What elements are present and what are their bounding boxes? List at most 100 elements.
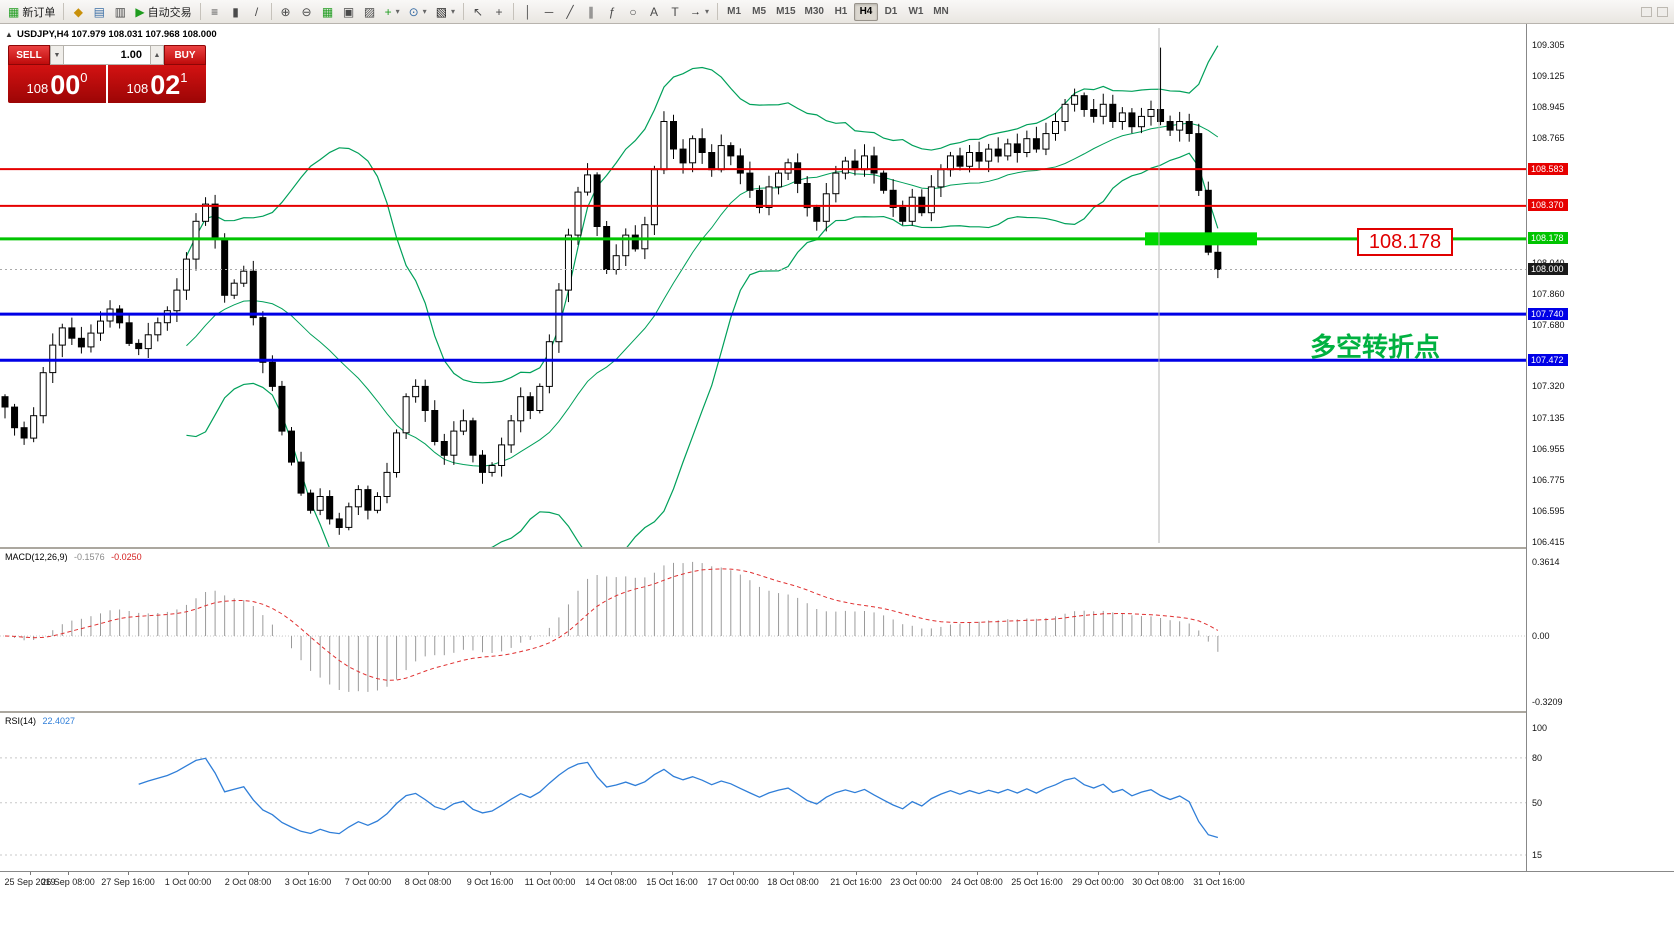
label-tool-icon[interactable]: T: [671, 4, 679, 19]
timeframe-mn[interactable]: MN: [933, 6, 949, 17]
timeframe-m1[interactable]: M1: [727, 6, 742, 17]
market-watch-icon[interactable]: ◆: [73, 4, 83, 19]
candle-body: [650, 169, 658, 226]
crosshair-icon[interactable]: +: [495, 4, 503, 19]
candle-body: [316, 496, 324, 511]
candle-body: [717, 145, 725, 171]
candle-body: [307, 492, 315, 511]
autotrading-button[interactable]: ▶ 自动交易: [131, 2, 195, 22]
price-annotation-label[interactable]: 108.178: [1357, 228, 1453, 256]
volume-input[interactable]: 1.00: [64, 45, 150, 65]
candlestick-mode-icon[interactable]: ▮: [232, 4, 239, 19]
sell-price-display[interactable]: 108 00 0: [8, 65, 106, 103]
price-tag-107.472: 107.472: [1528, 353, 1568, 366]
candle-body: [880, 172, 888, 191]
new-order-label: 新订单: [22, 6, 56, 19]
timeframe-m15[interactable]: M15: [776, 6, 796, 17]
date-tick: [916, 872, 917, 875]
candle-body: [421, 385, 429, 411]
periods-button[interactable]: ⊙ ▾: [408, 4, 427, 19]
candle-body: [841, 160, 849, 174]
candle-body: [612, 255, 620, 270]
trade-panel-toggle-icon[interactable]: ▲: [5, 30, 13, 39]
macd-plot[interactable]: [0, 549, 1526, 711]
data-window-icon[interactable]: ▤: [93, 4, 106, 19]
shapes-tool-icon[interactable]: ○: [629, 4, 637, 19]
price-tick-107.135: 107.135: [1532, 413, 1565, 424]
volume-increase-button[interactable]: ▲: [150, 45, 164, 65]
text-tool-icon[interactable]: A: [650, 4, 659, 19]
horizontal-line-tool-icon[interactable]: ─: [544, 4, 554, 19]
timeframe-h1[interactable]: H1: [834, 6, 848, 17]
line-chart-mode-icon[interactable]: /: [254, 4, 259, 19]
timeframe-w1[interactable]: W1: [908, 6, 924, 17]
candle-body: [230, 282, 238, 296]
toolbar-separator: [717, 3, 719, 20]
arrows-tool-icon[interactable]: → ▾: [690, 5, 710, 18]
candle-body: [249, 270, 257, 319]
timeframe-d1[interactable]: D1: [884, 6, 898, 17]
cursor-icon[interactable]: ↖: [473, 4, 484, 19]
zoom-in-icon[interactable]: ⊕: [280, 4, 291, 19]
candle-body: [813, 207, 821, 222]
candle-body: [574, 191, 582, 236]
trendline-tool-icon[interactable]: ╱: [566, 4, 574, 19]
timeframe-m30[interactable]: M30: [804, 6, 824, 17]
date-tick: [68, 872, 69, 875]
vertical-line-tool-icon[interactable]: │: [524, 4, 532, 19]
templates-button[interactable]: ▧ ▾: [435, 4, 456, 19]
candle-body: [526, 396, 534, 412]
grid-icon[interactable]: ▦: [321, 4, 334, 19]
volume-decrease-button[interactable]: ▼: [50, 45, 64, 65]
candle-body: [335, 518, 343, 528]
sell-button[interactable]: SELL: [8, 45, 50, 65]
indicators-button[interactable]: + ▾: [384, 4, 400, 19]
candle-body: [163, 310, 171, 324]
candle-body: [211, 203, 219, 240]
toolbar-extra-icon-2[interactable]: [1657, 6, 1668, 17]
tile-windows-icon[interactable]: ▣: [342, 4, 355, 19]
navigator-icon[interactable]: ▥: [114, 4, 127, 19]
price-plot[interactable]: [0, 24, 1526, 547]
turning-point-note[interactable]: 多空转折点: [1310, 332, 1441, 362]
date-tick: [128, 872, 129, 875]
candlesticks: [1, 47, 1222, 535]
buy-button[interactable]: BUY: [164, 45, 206, 65]
date-axis[interactable]: 25 Sep 2019 26 Sep 08:00 27 Sep 16:00 1 Oct…: [0, 871, 1674, 891]
date-label: 1 Oct 00:00: [164, 877, 212, 887]
price-tag-108.000: 108.000: [1528, 262, 1568, 275]
highlight-rectangle[interactable]: [1145, 232, 1257, 246]
panel-separator[interactable]: [0, 711, 1674, 713]
date-tick: [1158, 872, 1159, 875]
date-tick: [550, 872, 551, 875]
candle-body: [1176, 121, 1184, 131]
zoom-out-icon[interactable]: ⊖: [301, 4, 312, 19]
candle-body: [956, 155, 964, 167]
fibonacci-tool-icon[interactable]: ƒ: [608, 4, 616, 19]
rsi-plot[interactable]: [0, 713, 1526, 871]
candle-body: [966, 152, 974, 167]
candle-body: [116, 308, 124, 324]
channel-tool-icon[interactable]: ∥: [588, 4, 595, 19]
timeframe-h4[interactable]: H4: [853, 2, 878, 21]
candle-body: [603, 226, 611, 270]
rsi-panel: RSI(14) 22.4027: [0, 713, 1526, 871]
candle-body: [259, 317, 267, 363]
timeframe-m5[interactable]: M5: [752, 6, 767, 17]
date-label: 18 Oct 08:00: [767, 877, 819, 887]
buy-price-display[interactable]: 108 02 1: [108, 65, 206, 103]
cascade-windows-icon[interactable]: ▨: [363, 4, 376, 19]
date-tick: [1098, 872, 1099, 875]
candle-body: [593, 174, 601, 227]
price-tag-107.740: 107.740: [1528, 307, 1568, 320]
candle-body: [154, 322, 162, 336]
candle-body: [679, 148, 687, 164]
panel-separator[interactable]: [0, 547, 1674, 549]
toolbar-extra-icon-1[interactable]: [1641, 6, 1652, 17]
date-label: 11 Oct 00:00: [524, 877, 576, 887]
new-order-button[interactable]: ▦ 新订单: [4, 2, 59, 22]
bar-chart-mode-icon[interactable]: ≡: [211, 4, 219, 19]
price-axis[interactable]: 109.305 109.125 108.945 108.765 108.040 107.8…: [1526, 24, 1674, 891]
date-label: 7 Oct 00:00: [344, 877, 392, 887]
